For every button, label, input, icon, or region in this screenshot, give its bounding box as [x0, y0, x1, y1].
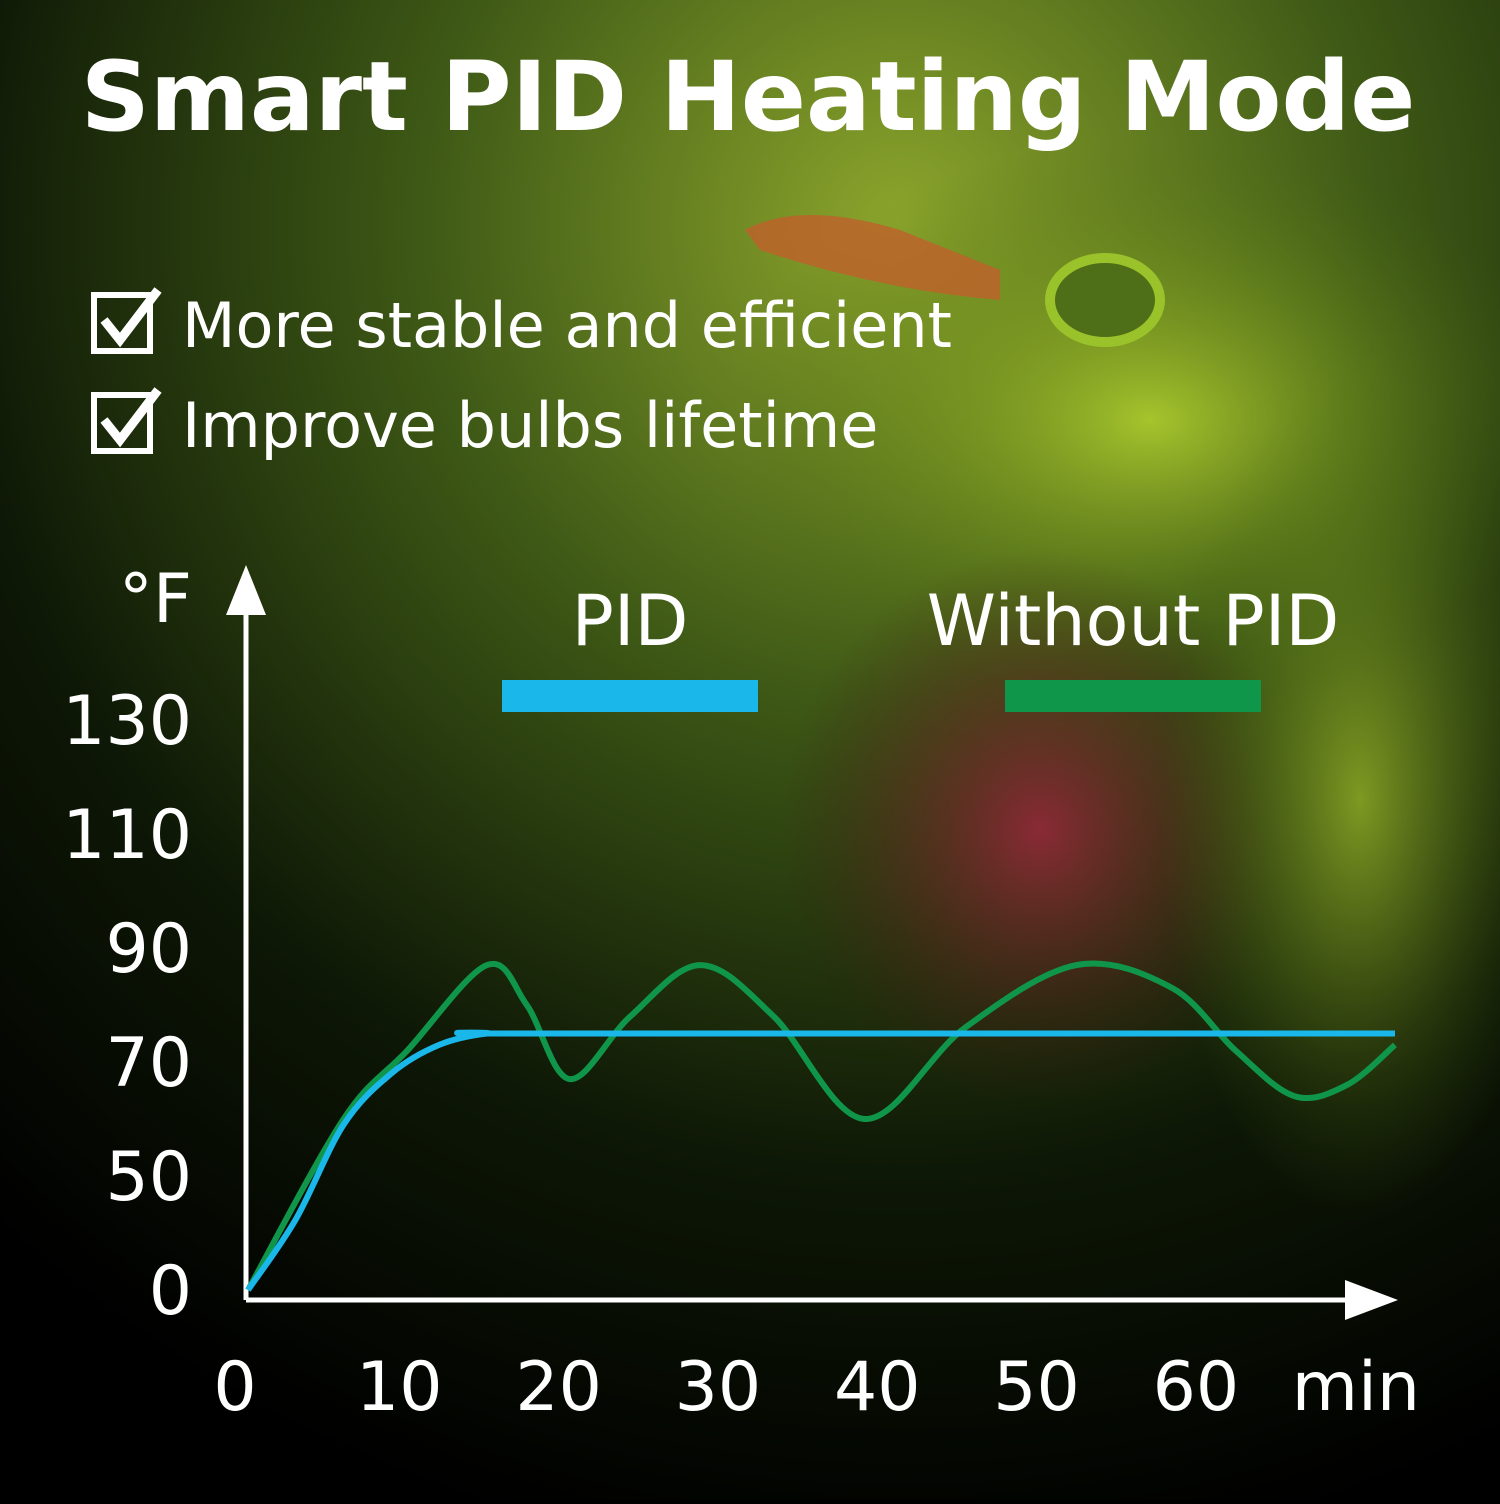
x-tick-label: 10 [356, 1348, 443, 1427]
title: Smart PID Heating Mode [81, 41, 1416, 153]
lizard-body [1160, 380, 1500, 1220]
y-tick-label: 0 [149, 1252, 192, 1331]
x-axis-label: min [1292, 1348, 1420, 1427]
y-tick-label: 110 [62, 796, 192, 875]
y-tick-label: 130 [62, 682, 192, 761]
y-tick-label: 90 [105, 910, 192, 989]
legend-swatch [1005, 680, 1261, 712]
lizard-eye [1045, 253, 1165, 347]
x-tick-label: 0 [213, 1348, 256, 1427]
feature-text: More stable and efficient [182, 289, 952, 362]
x-tick-label: 50 [993, 1348, 1080, 1427]
checkbox [91, 292, 153, 354]
axes: °F min [119, 560, 1420, 1427]
line [245, 1029, 1395, 1292]
x-tick-label: 30 [675, 1348, 762, 1427]
legend-swatch [502, 680, 758, 712]
legend-label: Without PID [927, 580, 1340, 662]
checkbox [91, 392, 153, 454]
y-axis-arrow [226, 565, 266, 615]
feature-list: More stable and efficient Improve bulbs … [91, 287, 952, 462]
lizard-snout [745, 215, 1000, 300]
x-tick-label: 20 [515, 1348, 602, 1427]
y-axis-label: °F [119, 560, 192, 639]
y-tick-label: 70 [105, 1024, 192, 1103]
x-axis-arrow [1345, 1280, 1398, 1320]
y-tick-label: 50 [105, 1138, 192, 1217]
line [245, 960, 1397, 1292]
x-tick-label: 40 [834, 1348, 921, 1427]
x-tick-label: 60 [1153, 1348, 1240, 1427]
checkmark [100, 287, 162, 348]
feature-text: Improve bulbs lifetime [182, 389, 878, 462]
legend-label: PID [572, 580, 689, 662]
checkmark [100, 387, 162, 448]
